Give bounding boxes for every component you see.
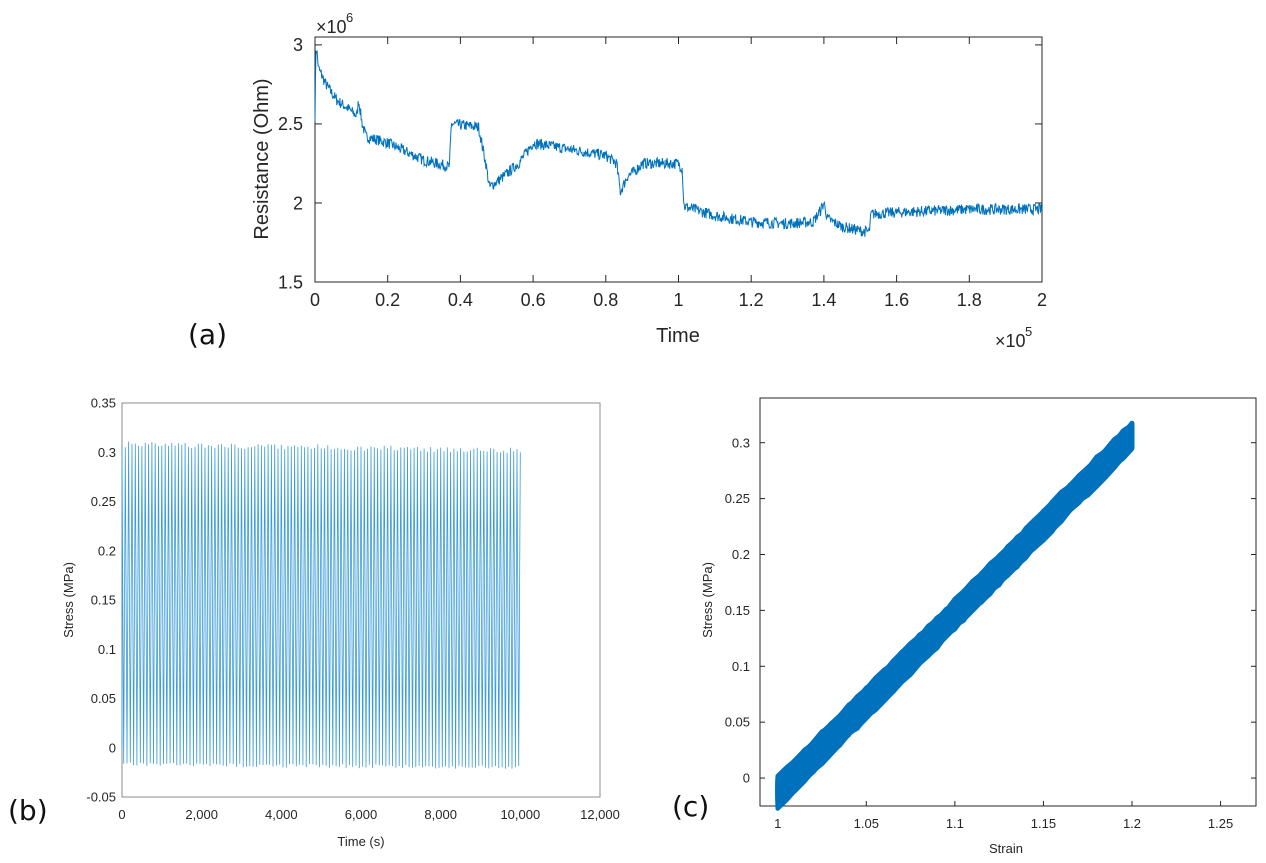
panel-b-ytick-label: 0.25 — [91, 494, 116, 509]
panel-c-xtick-label: 1.1 — [946, 816, 964, 831]
panel-b-ytick-label: 0.35 — [91, 396, 116, 411]
panel-a-xlabel: Time — [656, 325, 700, 347]
panel-a-xtick-label: 1.2 — [739, 290, 764, 310]
panel-b-xtick-label: 6,000 — [345, 807, 378, 822]
panel-c-hysteresis-loop — [775, 422, 1135, 797]
panel-a-ticks: 0 0.2 0.4 0.6 0.8 1 1.2 1.4 1.6 1.8 2 1.5 2 2.5 3 — [278, 35, 1047, 310]
panel-b-ytick-label: -0.05 — [86, 790, 116, 805]
panel-a-xtick-label: 0 — [310, 290, 320, 310]
panel-b-ylabel: Stress (MPa) — [61, 562, 76, 638]
panel-a-y-exponent: ×10 6 — [316, 10, 353, 37]
panel-a-y-exponent-base: ×10 — [316, 17, 347, 37]
panel-a-ytick-label: 1.5 — [278, 272, 303, 292]
panel-a-xtick-label: 1.4 — [811, 290, 836, 310]
panel-c-xtick-label: 1.05 — [854, 816, 879, 831]
panel-b-stress-time-plot: 0 2,000 4,000 6,000 8,000 10,000 12,000-0.0500… — [8, 396, 620, 849]
panel-a-xtick-label: 1.8 — [957, 290, 982, 310]
panel-a-ylabel: Resistance (Ohm) — [251, 78, 273, 239]
panel-c-ytick-label: 0.25 — [725, 491, 750, 506]
panel-a-resistance-plot: 0 0.2 0.4 0.6 0.8 1 1.2 1.4 1.6 1.8 2 1.5 2 2.5 3 Resi… — [188, 10, 1047, 351]
panel-b-ytick-label: 0.15 — [91, 593, 116, 608]
panel-b-xtick-label: 2,000 — [185, 807, 218, 822]
panel-a-xtick-label: 0.4 — [448, 290, 473, 310]
panel-a-x-exponent-base: ×10 — [995, 331, 1026, 351]
panel-b-ytick-label: 0.1 — [98, 642, 116, 657]
panel-c-ylabel: Stress (MPa) — [700, 562, 715, 638]
panel-b-ytick-label: 0.05 — [91, 691, 116, 706]
panel-a-xtick-label: 1.6 — [884, 290, 909, 310]
panel-c-ytick-label: 0.05 — [725, 715, 750, 730]
panel-c-hysteresis-loops — [775, 420, 1135, 811]
panel-b-xlabel: Time (s) — [337, 834, 384, 849]
panel-a-x-exponent-power: 5 — [1025, 324, 1032, 339]
panel-a-xtick-label: 0.2 — [375, 290, 400, 310]
panel-c-xlabel: Strain — [989, 841, 1023, 856]
panel-a-y-exponent-power: 6 — [346, 10, 353, 25]
panel-b-stress-line — [121, 441, 521, 769]
panel-a-resistance-line — [314, 49, 1043, 237]
panel-c-hysteresis-loop — [775, 433, 1135, 808]
panel-b-xtick-label: 4,000 — [265, 807, 298, 822]
panel-a-ytick-label: 3 — [293, 35, 303, 55]
panel-c-xtick-label: 1 — [774, 816, 781, 831]
panel-a-ytick-label: 2 — [293, 193, 303, 213]
panel-a-ytick-label: 2.5 — [278, 114, 303, 134]
panel-c-label: (c) — [672, 790, 709, 823]
panel-a-xtick-label: 0.6 — [521, 290, 546, 310]
panel-c-xtick-label: 1.25 — [1208, 816, 1233, 831]
panel-c-ytick-label: 0.3 — [732, 435, 750, 450]
panel-b-ytick-label: 0.3 — [98, 445, 116, 460]
panel-b-ytick-label: 0 — [109, 740, 116, 755]
panel-b-ticks: 0 2,000 4,000 6,000 8,000 10,000 12,000-0.0500… — [86, 396, 620, 822]
panel-c-ticks: 1 1.05 1.1 1.15 1.2 1.25 0 0.05 0.1 0.15 0.2 0.25 0.… — [725, 435, 1256, 831]
panel-c-ytick-label: 0.2 — [732, 547, 750, 562]
panel-a-label: (a) — [188, 318, 227, 351]
panel-a-x-exponent: ×10 5 — [995, 324, 1032, 351]
panel-b-label: (b) — [8, 794, 48, 827]
panel-c-xtick-label: 1.15 — [1031, 816, 1056, 831]
panel-c-ytick-label: 0.1 — [732, 659, 750, 674]
panel-c-ytick-label: 0 — [743, 771, 750, 786]
panel-c-stress-strain-plot: 1 1.05 1.1 1.15 1.2 1.25 0 0.05 0.1 0.15 0.2 0.25 0.… — [672, 397, 1257, 856]
panel-b-xtick-label: 8,000 — [424, 807, 457, 822]
panel-c-xtick-label: 1.2 — [1123, 816, 1141, 831]
panel-c-ytick-label: 0.15 — [725, 603, 750, 618]
panel-a-xtick-label: 1 — [673, 290, 683, 310]
panel-b-xtick-label: 10,000 — [500, 807, 540, 822]
panel-a-xtick-label: 2 — [1037, 290, 1047, 310]
panel-b-ytick-label: 0.2 — [98, 543, 116, 558]
panel-a-xtick-label: 0.8 — [593, 290, 618, 310]
panel-b-xtick-label: 0 — [118, 807, 125, 822]
panel-b-xtick-label: 12,000 — [580, 807, 620, 822]
